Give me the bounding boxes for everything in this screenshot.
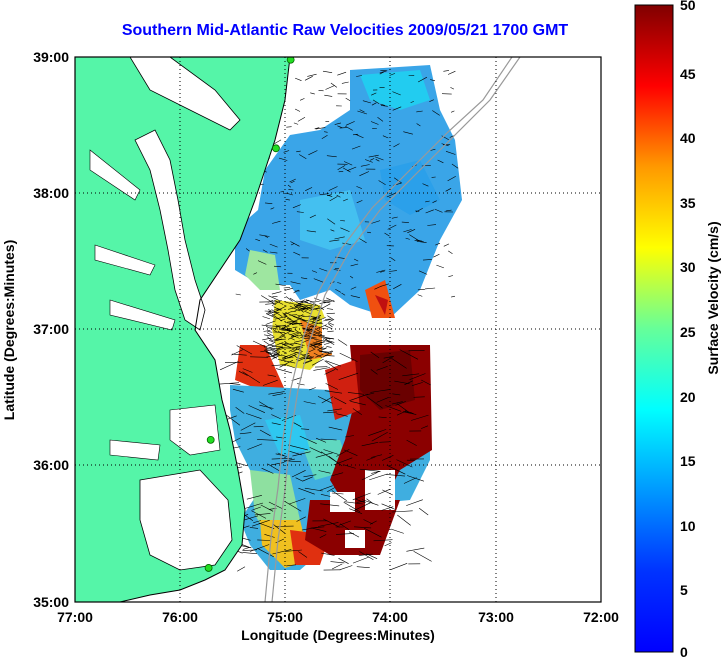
radar-station-marker <box>272 144 280 153</box>
colorbar-tick-label: 35 <box>680 195 696 211</box>
x-tick-label: 77:00 <box>57 609 93 625</box>
colorbar-tick-label: 50 <box>680 0 696 13</box>
x-tick-label: 75:00 <box>267 609 303 625</box>
colorbar-tick-label: 20 <box>680 389 696 405</box>
grid-lines <box>75 57 601 602</box>
colorbar-tick-label: 45 <box>680 66 696 82</box>
map-title: Southern Mid-Atlantic Raw Velocities 200… <box>121 22 569 39</box>
colorbar-tick-label: 15 <box>680 453 696 469</box>
y-tick-label: 36:00 <box>33 457 69 473</box>
y-axis-label: Latitude (Degrees:Minutes) <box>1 240 17 420</box>
colorbar-gradient <box>634 4 674 653</box>
x-axis: 77:00 76:00 75:00 74:00 73:00 72:00 Long… <box>57 609 619 643</box>
colorbar: 50 45 40 35 30 25 20 15 10 5 0 Surface V… <box>634 0 721 659</box>
x-axis-label: Longitude (Degrees:Minutes) <box>241 627 435 643</box>
colorbar-tick-label: 40 <box>680 130 696 146</box>
colorbar-tick-label: 5 <box>680 582 688 598</box>
y-tick-label: 38:00 <box>33 185 69 201</box>
radar-station-marker <box>204 564 213 572</box>
y-tick-label: 39:00 <box>33 49 69 65</box>
x-tick-label: 73:00 <box>478 609 514 625</box>
x-tick-label: 72:00 <box>583 609 619 625</box>
y-axis: 39:00 38:00 37:00 36:00 35:00 Latitude (… <box>1 49 69 610</box>
colorbar-tick-label: 30 <box>680 259 696 275</box>
colorbar-tick-label: 0 <box>680 644 688 659</box>
colorbar-label: Surface Velocity (cm/s) <box>705 221 721 374</box>
plot-frame <box>74 56 602 603</box>
colorbar-tick-label: 25 <box>680 324 696 340</box>
land-mass <box>75 57 291 602</box>
radar-station-marker <box>286 57 295 64</box>
y-tick-label: 35:00 <box>33 594 69 610</box>
radar-station-marker <box>206 435 215 444</box>
x-tick-label: 74:00 <box>372 609 408 625</box>
y-tick-label: 37:00 <box>33 321 69 337</box>
x-tick-label: 76:00 <box>162 609 198 625</box>
radar-stations <box>204 57 295 572</box>
colorbar-tick-label: 10 <box>680 518 696 534</box>
